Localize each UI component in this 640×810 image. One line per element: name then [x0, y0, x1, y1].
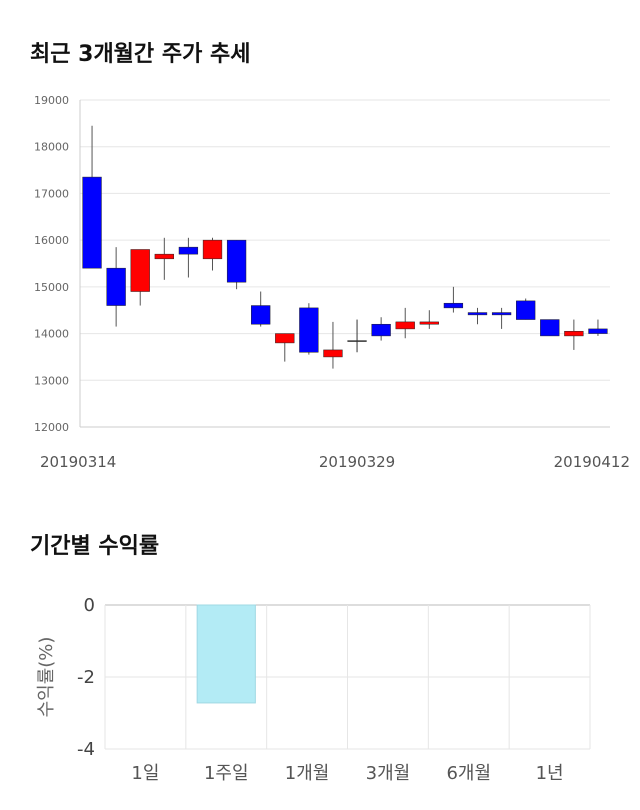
candle-body — [154, 253, 174, 260]
candle-body — [106, 267, 126, 306]
candle-body — [323, 349, 343, 358]
x-tick-label: 20190412 — [554, 453, 630, 471]
return-chart-title: 기간별 수익률 — [30, 534, 160, 559]
candle-body — [275, 333, 295, 344]
x-tick-label: 20190329 — [319, 453, 395, 471]
y-tick-label: 13000 — [34, 374, 69, 387]
y-tick-label: 12000 — [34, 421, 69, 434]
y-tick-label: 19000 — [34, 94, 69, 107]
y-tick-label: 14000 — [34, 328, 69, 341]
candle-body — [491, 312, 512, 316]
candle-body — [178, 246, 199, 255]
y-tick-label: 15000 — [34, 281, 69, 294]
candle-body — [82, 176, 102, 269]
x-category-label: 1개월 — [285, 763, 330, 784]
candle-body — [251, 305, 271, 325]
candle-body — [202, 239, 223, 260]
y-tick-label: -4 — [77, 739, 95, 760]
x-category-label: 6개월 — [446, 763, 491, 784]
x-category-label: 1년 — [536, 763, 564, 784]
y-tick-label: 16000 — [34, 234, 69, 247]
candle-body — [516, 300, 536, 320]
candlestick-chart: 19000 18000 17000 16000 15000 14000 13000 12000… — [34, 94, 630, 471]
y-tick-label: 17000 — [34, 187, 69, 200]
y-axis-label: 수익률(%) — [36, 637, 57, 718]
y-tick-label: -2 — [77, 667, 95, 688]
candle-body — [130, 249, 150, 292]
candle-body — [226, 239, 247, 283]
candle-body — [588, 328, 608, 334]
x-category-label: 3개월 — [366, 763, 411, 784]
candle-body — [419, 321, 439, 325]
x-category-label: 1일 — [131, 763, 159, 784]
x-category-label: 1주일 — [204, 763, 249, 784]
y-tick-label: 0 — [84, 595, 95, 616]
candle-body — [540, 319, 560, 337]
x-tick-label: 20190314 — [40, 453, 116, 471]
y-tick-label: 18000 — [34, 141, 69, 154]
return-bar — [196, 604, 256, 704]
candle-body — [347, 340, 367, 342]
candle-body — [564, 330, 584, 337]
price-chart-title: 최근 3개월간 주가 추세 — [30, 42, 251, 67]
candle-body — [443, 302, 464, 309]
candle-body — [371, 323, 391, 337]
candle-body — [395, 321, 415, 330]
candle-body — [467, 312, 488, 316]
candle-body — [299, 307, 319, 353]
